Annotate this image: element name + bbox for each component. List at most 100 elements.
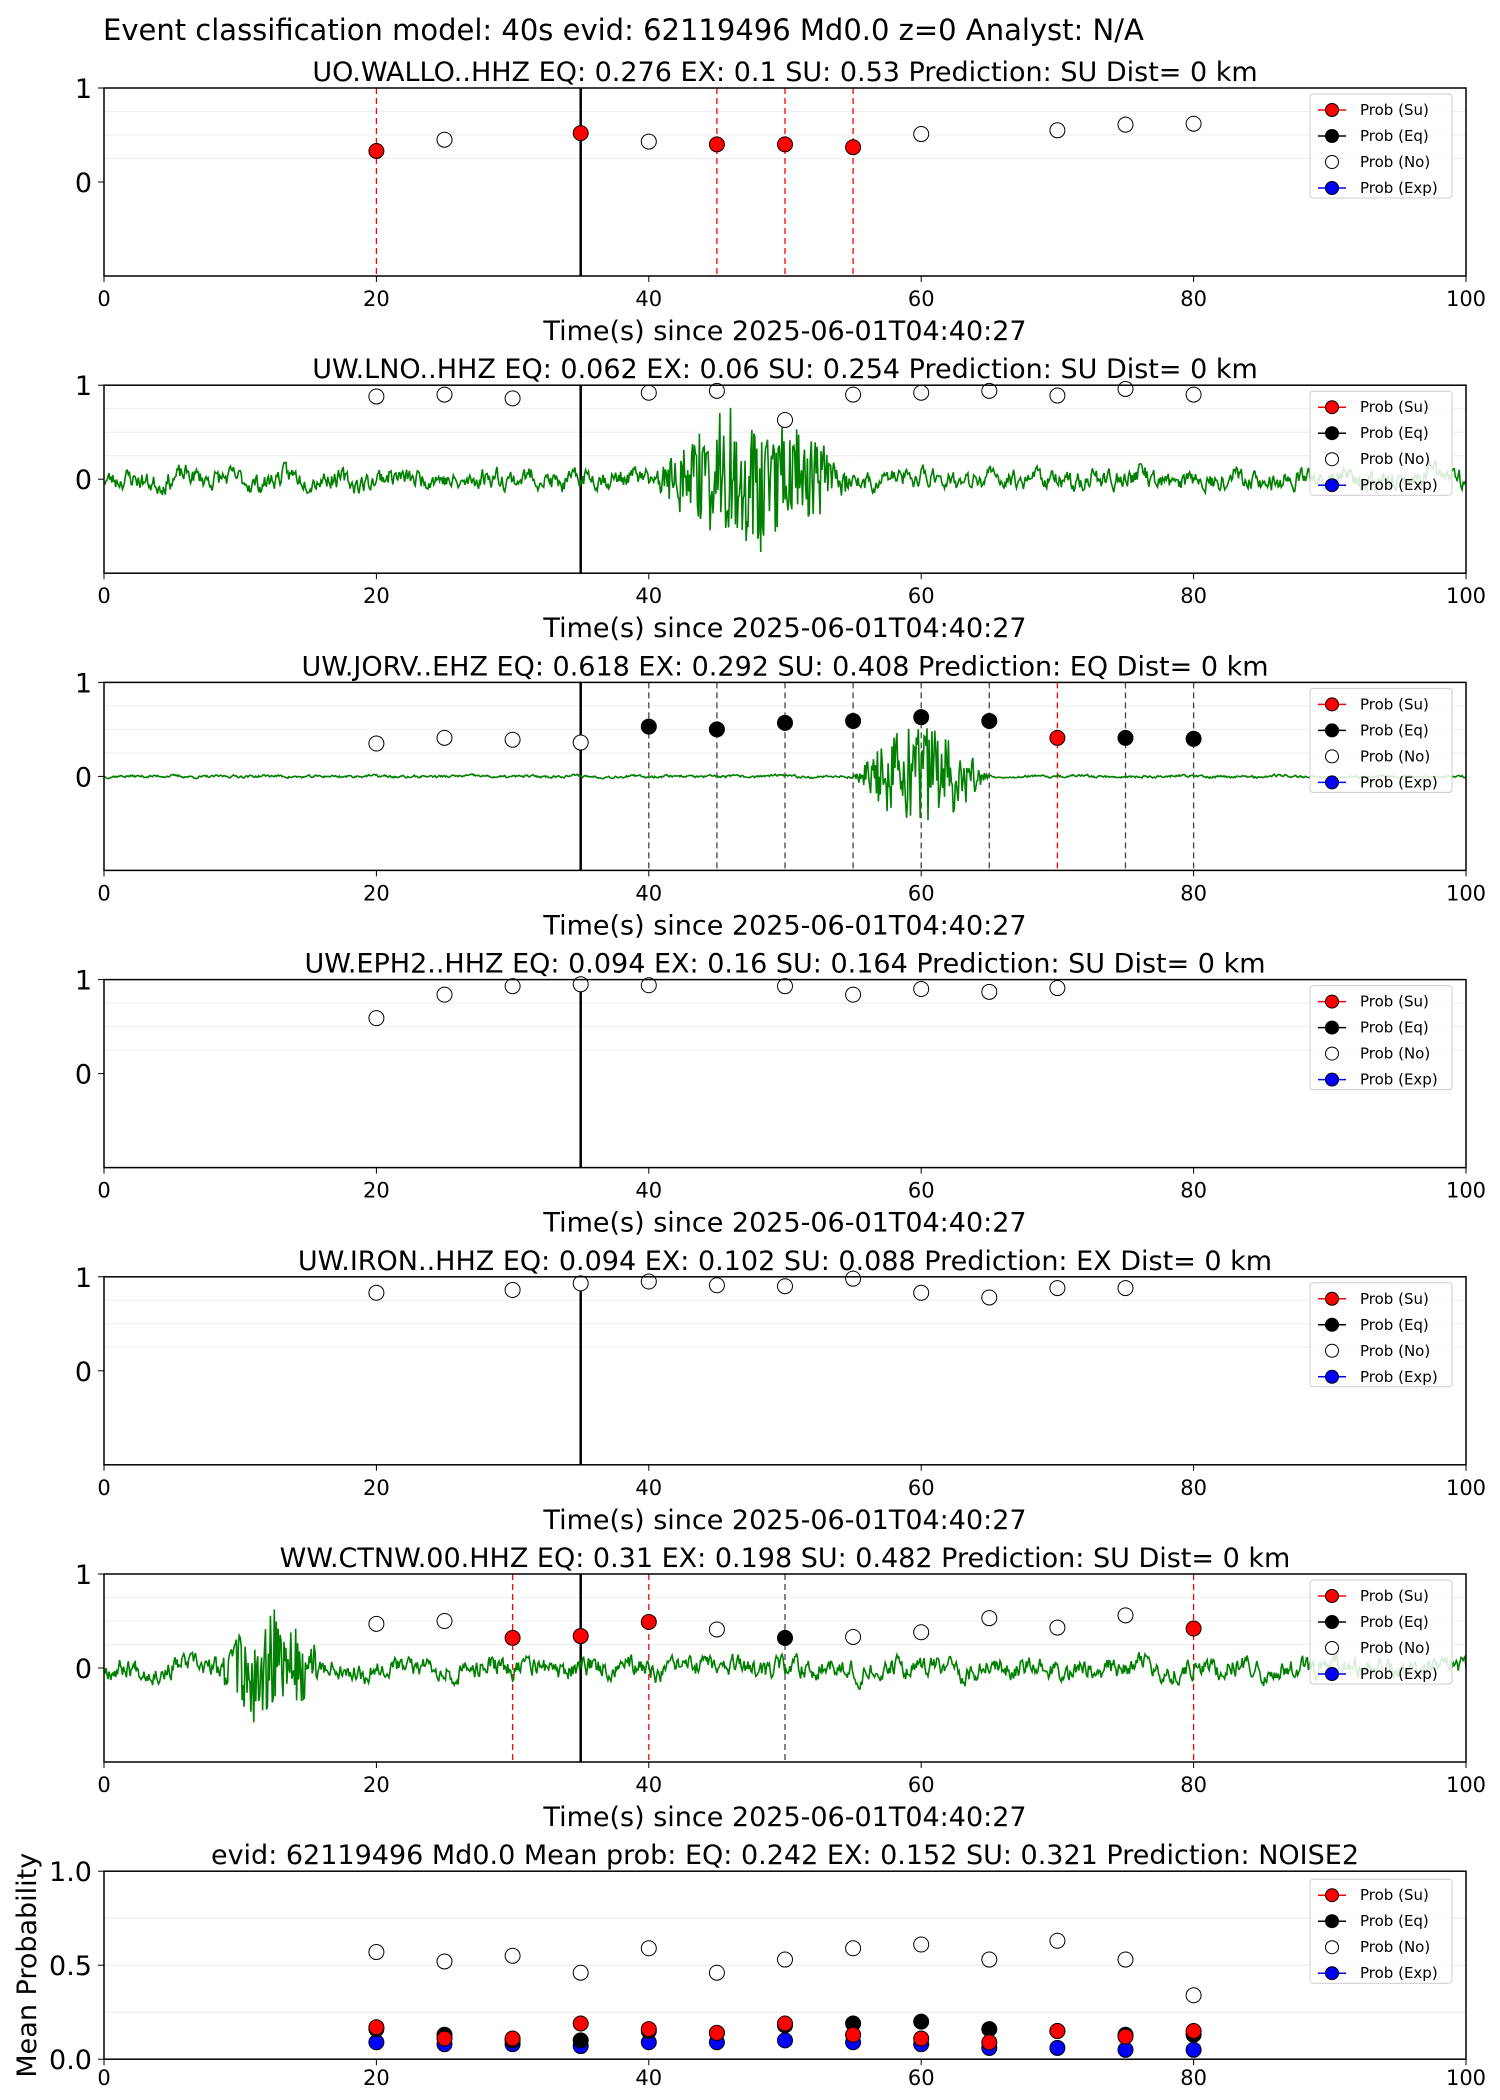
y-tick-label: 0 (75, 465, 92, 496)
prob-marker-no (1117, 1607, 1134, 1624)
x-tick-label: 0 (97, 2066, 110, 2090)
x-tick-label: 40 (635, 1773, 662, 1797)
y-tick-label: 1 (75, 966, 92, 997)
legend-marker (1325, 1317, 1339, 1332)
mean-prob-marker-no (1117, 1951, 1134, 1968)
legend-label: Prob (Su) (1360, 101, 1429, 119)
legend-label: Prob (Eq) (1360, 1316, 1429, 1334)
legend-marker (1325, 1940, 1339, 1955)
mean-prob-marker-su (1185, 2023, 1202, 2039)
legend-label: Prob (Su) (1360, 1290, 1429, 1308)
x-tick-label: 20 (363, 584, 390, 608)
prob-marker-eq (981, 712, 998, 729)
prob-marker-su (708, 136, 725, 153)
y-axis-label: Mean Probability (12, 1853, 43, 2078)
x-tick-label: 0 (97, 1476, 110, 1500)
x-tick-label: 20 (363, 1476, 390, 1500)
prob-marker-su (504, 1629, 521, 1646)
prob-marker-no (777, 411, 793, 428)
legend-box (1309, 985, 1453, 1091)
mean-prob-marker-su (368, 2019, 385, 2036)
mean-prob-marker-su (708, 2024, 725, 2041)
prob-marker-no (1185, 386, 1202, 403)
legend-marker (1325, 1369, 1339, 1384)
legend-label: Prob (Su) (1360, 1587, 1429, 1605)
x-tick-label: 100 (1446, 287, 1486, 311)
prob-marker-no (436, 1613, 453, 1629)
prob-marker-no (436, 386, 453, 403)
mean-prob-marker-su (572, 2015, 589, 2032)
mean-prob-marker-su (504, 2030, 521, 2047)
legend-label: Prob (Exp) (1360, 1071, 1438, 1089)
legend-box (1309, 1579, 1453, 1685)
legend-marker (1325, 1641, 1339, 1655)
legend-box (1309, 93, 1453, 199)
x-tick-label: 60 (908, 881, 935, 905)
y-tick-label: 0 (75, 168, 92, 199)
prob-marker-no (436, 131, 453, 148)
legend-marker (1325, 994, 1339, 1009)
chart-panel: UW.JORV..EHZ EQ: 0.618 EX: 0.292 SU: 0.4… (75, 651, 1486, 941)
legend-label: Prob (No) (1360, 1639, 1430, 1657)
prob-marker-no (368, 1615, 385, 1632)
mean-prob-marker-su (1049, 2023, 1066, 2039)
x-tick-label: 0 (97, 1773, 110, 1797)
legend-label: Prob (No) (1360, 153, 1430, 171)
prob-marker-su (640, 1613, 657, 1630)
prob-marker-no (913, 1624, 930, 1641)
chart-panel: UW.LNO..HHZ EQ: 0.062 EX: 0.06 SU: 0.254… (75, 354, 1486, 644)
mean-prob-marker-no (436, 1953, 453, 1970)
legend-label: Prob (Eq) (1360, 1613, 1429, 1631)
prob-marker-no (913, 126, 930, 143)
x-axis-label: Time(s) since 2025-06-01T04:40:27 (542, 1505, 1026, 1536)
legend-box (1309, 1878, 1453, 1984)
y-tick-label: 1 (75, 1560, 92, 1591)
prob-marker-no (572, 1275, 589, 1292)
legend-label: Prob (No) (1360, 450, 1430, 468)
mean-prob-marker-no (777, 1951, 793, 1968)
legend-marker (1325, 1966, 1339, 1981)
prob-marker-no (1049, 1619, 1066, 1636)
legend-label: Prob (Su) (1360, 993, 1429, 1011)
x-tick-label: 100 (1446, 881, 1486, 905)
prob-marker-eq (1185, 730, 1202, 747)
y-tick-label: 0 (75, 1654, 92, 1685)
chart-panel: UW.EPH2..HHZ EQ: 0.094 EX: 0.16 SU: 0.16… (75, 949, 1486, 1239)
x-tick-label: 100 (1446, 1179, 1486, 1203)
prob-marker-no (777, 1278, 793, 1295)
legend-box (1309, 1282, 1453, 1388)
legend-box (1309, 390, 1453, 496)
mean-prob-marker-su (436, 2030, 453, 2047)
prob-marker-no (640, 384, 657, 401)
figure-title: Event classification model: 40s evid: 62… (103, 13, 1144, 47)
x-tick-label: 20 (363, 1179, 390, 1203)
panel-title: UW.JORV..EHZ EQ: 0.618 EX: 0.292 SU: 0.4… (301, 651, 1268, 682)
prob-marker-eq (1117, 729, 1134, 746)
chart-panel: WW.CTNW.00.HHZ EQ: 0.31 EX: 0.198 SU: 0.… (75, 1543, 1486, 1833)
prob-marker-no (1117, 116, 1134, 133)
legend-label: Prob (Eq) (1360, 127, 1429, 145)
y-tick-label: 1.0 (49, 1857, 92, 1888)
axes-frame (103, 1276, 1467, 1466)
legend-marker (1325, 1291, 1339, 1306)
x-tick-label: 20 (363, 881, 390, 905)
prob-marker-no (504, 978, 521, 995)
waveform-trace (103, 407, 1467, 553)
mean-prob-marker-eq (913, 2013, 930, 2030)
x-tick-label: 60 (908, 1179, 935, 1203)
prob-marker-no (708, 1621, 725, 1638)
legend-marker (1325, 1615, 1339, 1629)
mean-prob-marker-no (708, 1964, 725, 1981)
y-tick-label: 1 (75, 371, 92, 402)
x-tick-label: 0 (97, 584, 110, 608)
x-tick-label: 40 (635, 287, 662, 311)
mean-prob-marker-no (1185, 1987, 1202, 2004)
mean-prob-marker-exp (1185, 2041, 1202, 2058)
y-tick-label: 1 (75, 74, 92, 105)
prob-marker-no (981, 983, 998, 1000)
mean-prob-marker-su (1117, 2028, 1134, 2045)
legend-marker (1325, 426, 1339, 441)
legend-marker (1325, 452, 1339, 467)
legend-label: Prob (No) (1360, 1938, 1430, 1956)
